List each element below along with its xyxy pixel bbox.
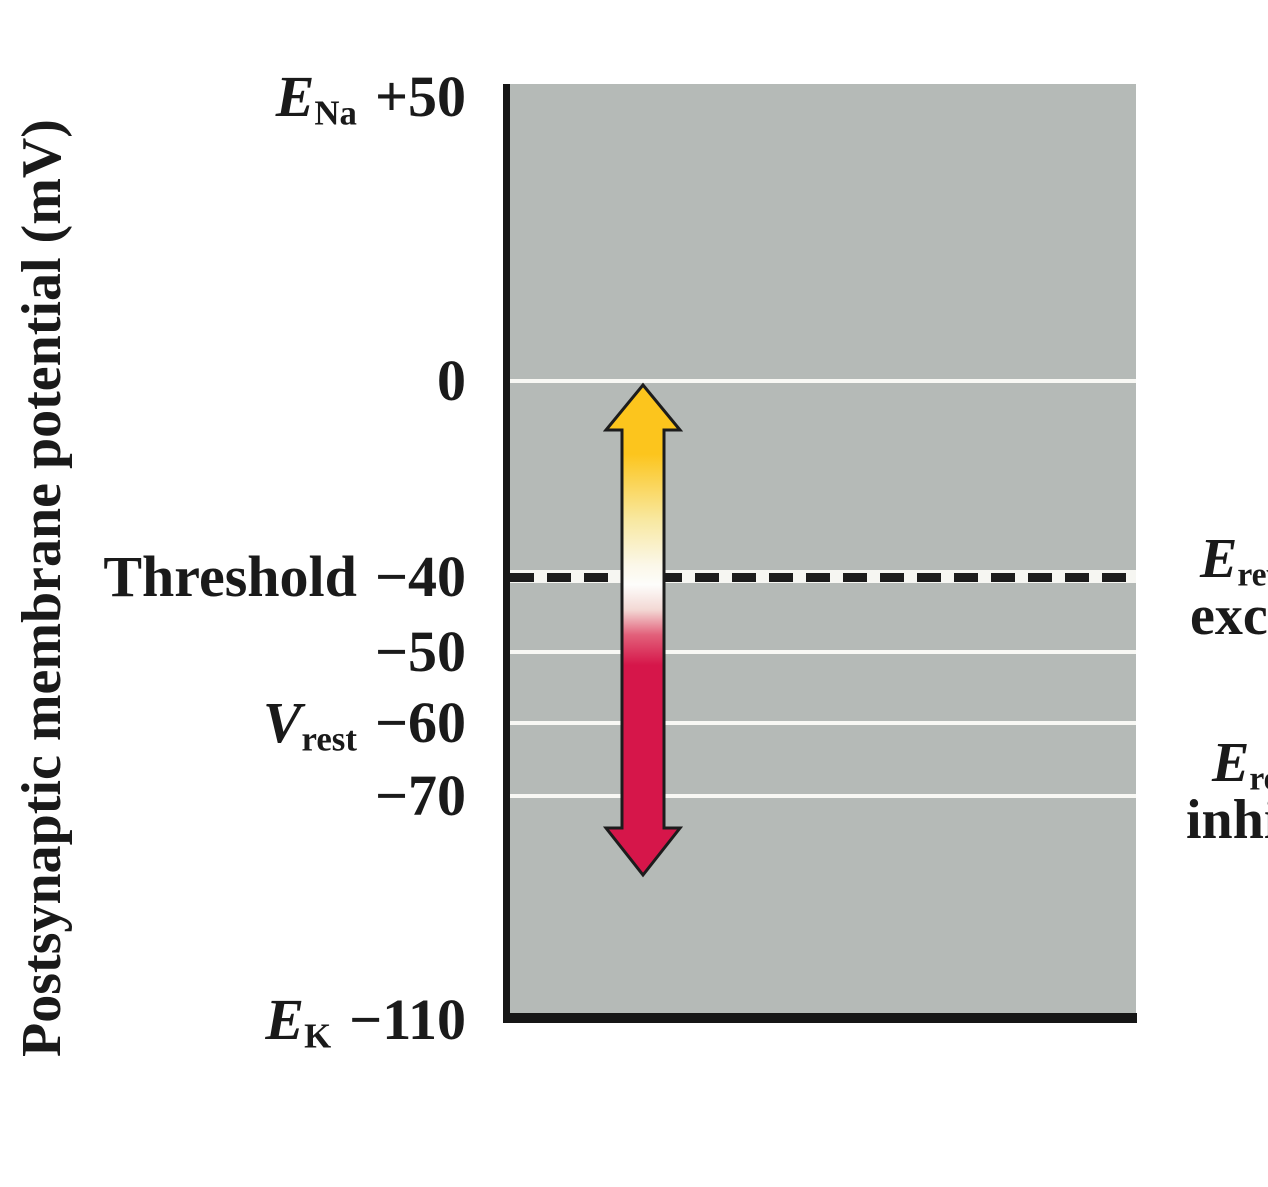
y-axis-label: Postsynaptic membrane potential (mV) [11,119,73,1057]
gridline-minus60mv [510,721,1136,725]
threshold-dashes [510,573,1136,582]
e-na-name: ENa [275,64,357,133]
v-rest-value: −60 [374,690,466,755]
e-rev-symbol: E [1212,732,1250,794]
gridline-minus50mv [510,650,1136,654]
zero-value: 0 [437,348,466,413]
e-na-value: +50 [374,64,466,129]
e-rev-subscript: rev [1237,556,1268,594]
inhibitory-condition: Erev < threshold = [1186,732,1268,796]
e-rev-subscript: rev [1249,760,1268,798]
minus50-value: −50 [374,619,466,684]
axis-label-e-na: ENa +50 [100,62,466,132]
threshold-name: Threshold [103,544,357,609]
threshold-dashed-line [510,570,1136,583]
axis-label-zero: 0 [100,346,466,416]
e-k-name: EK [265,987,332,1056]
reversal-potential-arrow [603,382,683,878]
axis-label-threshold: Threshold −40 [100,542,466,612]
inhibitory-label: inhibitory [1186,789,1268,851]
y-axis-line [503,84,510,1023]
axis-label-minus70: −70 [100,761,466,831]
plot-area: Erev > threshold = excitatory Erev < thr… [510,84,1268,1013]
e-na-subscript: Na [314,93,357,133]
v-rest-subscript: rest [301,719,357,759]
x-axis-line [503,1013,1137,1023]
e-rev-symbol: E [1200,528,1238,590]
axis-label-v-rest: Vrest −60 [100,688,466,758]
minus70-value: −70 [374,763,466,828]
gridline-minus70mv [510,794,1136,798]
v-rest-name: Vrest [262,690,357,759]
inhibitory-annotation: Erev < threshold = inhibitory [1186,735,1268,849]
e-k-subscript: K [304,1016,332,1056]
threshold-value: −40 [374,544,466,609]
double-headed-arrow-shape [603,382,683,878]
gridline-0mv [510,379,1136,383]
excitatory-condition: Erev > threshold = [1190,528,1268,592]
axis-label-minus50: −50 [100,617,466,687]
e-k-value: −110 [349,987,466,1052]
axis-label-e-k: EK −110 [100,985,466,1055]
excitatory-annotation: Erev > threshold = excitatory [1190,531,1268,645]
excitatory-label: excitatory [1190,585,1268,647]
